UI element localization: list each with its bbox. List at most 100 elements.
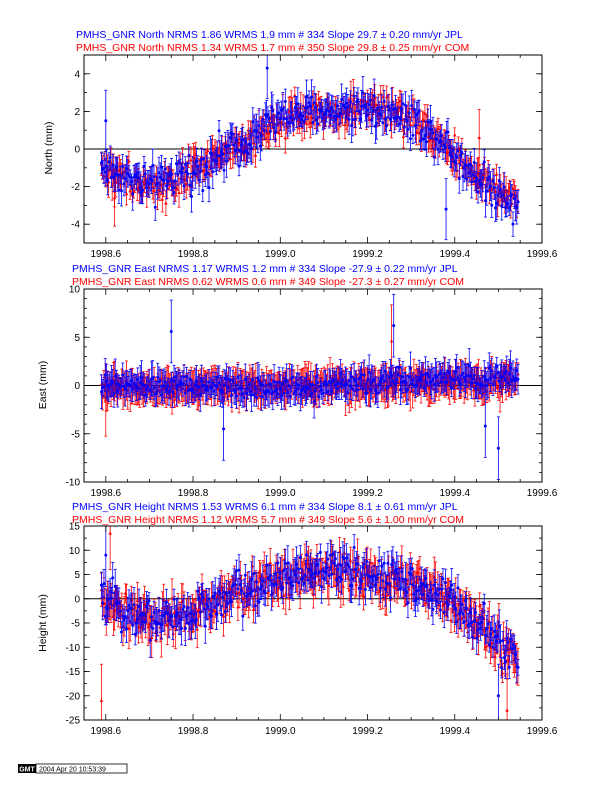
north-point xyxy=(398,116,402,120)
east-point xyxy=(312,400,316,404)
north-point xyxy=(258,144,262,148)
north-point xyxy=(405,119,409,123)
north-point xyxy=(265,66,269,70)
east-point xyxy=(255,396,259,400)
north-x-tick-label: 1999.0 xyxy=(265,249,296,260)
north-point xyxy=(453,160,457,164)
east-point xyxy=(107,386,111,390)
north-point xyxy=(306,105,310,109)
east-point xyxy=(389,339,394,343)
east-panel: PMHS_GNR East NRMS 1.17 WRMS 1.2 mm # 33… xyxy=(37,263,558,499)
east-point xyxy=(288,394,292,398)
north-point xyxy=(248,143,252,147)
north-point xyxy=(361,91,365,95)
east-point xyxy=(123,387,127,391)
north-point xyxy=(103,170,107,174)
north-data-layer xyxy=(99,55,520,241)
east-point xyxy=(173,375,177,379)
north-point xyxy=(477,178,481,182)
north-point xyxy=(189,158,193,162)
east-header-com: PMHS_GNR East NRMS 0.62 WRMS 0.6 mm # 34… xyxy=(72,276,464,288)
north-point xyxy=(291,121,295,125)
east-point xyxy=(177,383,181,387)
north-point xyxy=(271,109,275,113)
east-point xyxy=(286,390,290,394)
north-point xyxy=(323,111,327,115)
north-point xyxy=(313,105,317,109)
east-point xyxy=(108,383,112,387)
north-point xyxy=(107,160,111,164)
north-point xyxy=(494,172,499,176)
north-point xyxy=(144,186,148,190)
east-point xyxy=(316,381,320,385)
north-point xyxy=(167,174,171,178)
north-point xyxy=(298,106,303,110)
east-point xyxy=(241,392,245,396)
north-point xyxy=(326,103,330,107)
north-point xyxy=(380,105,384,109)
east-point xyxy=(267,390,271,394)
east-point xyxy=(318,384,322,388)
north-point xyxy=(205,148,210,153)
east-point xyxy=(225,376,229,380)
north-point xyxy=(177,190,181,194)
north-point xyxy=(413,124,417,128)
north-point xyxy=(467,171,471,175)
north-point xyxy=(371,109,375,113)
east-point xyxy=(152,386,156,390)
east-point xyxy=(168,388,172,392)
north-point xyxy=(186,172,190,176)
north-point xyxy=(351,118,355,122)
north-point xyxy=(266,113,270,117)
north-point xyxy=(422,137,426,141)
north-point xyxy=(261,117,265,121)
east-point xyxy=(242,396,246,400)
north-x-tick-label: 1998.6 xyxy=(91,249,122,260)
east-point xyxy=(281,382,285,386)
north-point xyxy=(296,102,300,106)
north-point xyxy=(183,162,187,166)
east-point xyxy=(200,379,204,383)
north-point xyxy=(483,199,487,203)
east-point xyxy=(216,375,220,379)
north-point xyxy=(182,184,186,188)
north-point xyxy=(333,118,337,122)
north-point xyxy=(180,171,184,175)
east-point xyxy=(116,389,120,393)
north-point xyxy=(385,124,389,128)
north-point xyxy=(128,175,132,179)
north-point xyxy=(468,163,472,167)
east-point xyxy=(104,379,108,383)
east-point xyxy=(129,379,133,383)
north-point xyxy=(500,204,504,208)
north-point xyxy=(292,117,296,121)
north-point xyxy=(444,207,448,211)
north-point xyxy=(152,175,156,179)
north-point xyxy=(392,116,396,120)
north-point xyxy=(443,145,447,149)
east-point xyxy=(231,379,235,383)
north-point xyxy=(410,104,414,108)
north-x-tick-label: 1999.2 xyxy=(352,249,383,260)
east-point xyxy=(212,389,216,393)
north-point xyxy=(402,125,406,129)
north-point xyxy=(123,177,127,181)
north-point xyxy=(486,178,490,182)
north-point xyxy=(370,118,374,122)
east-point xyxy=(142,384,146,388)
east-point xyxy=(193,383,197,387)
north-point xyxy=(173,179,177,183)
north-point xyxy=(301,114,305,118)
east-point xyxy=(302,385,306,389)
north-point xyxy=(353,117,357,121)
north-point xyxy=(476,190,480,194)
east-point xyxy=(246,386,250,390)
east-point xyxy=(215,384,219,388)
east-point xyxy=(315,374,319,378)
east-point xyxy=(322,382,326,386)
north-point xyxy=(407,111,411,115)
north-point xyxy=(337,115,341,119)
east-point xyxy=(111,381,115,385)
north-point xyxy=(172,190,176,194)
north-point xyxy=(342,103,346,107)
